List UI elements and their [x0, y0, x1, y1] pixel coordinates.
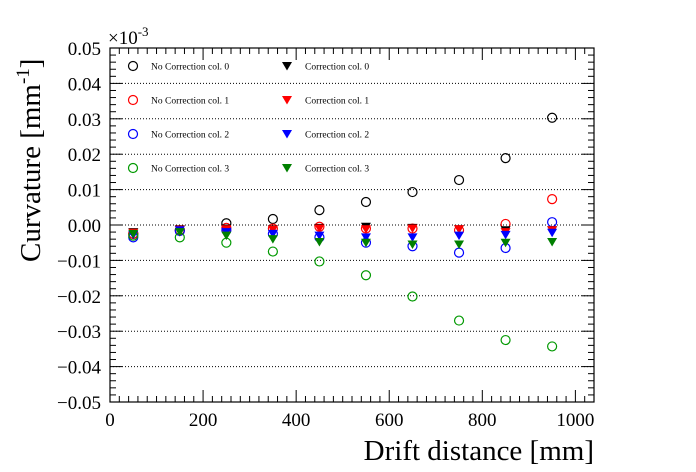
legend-marker-0: [127, 60, 139, 72]
axis-ticks: [109, 47, 595, 403]
series-0: [128, 112, 558, 239]
tick-labels: 0 200 400 600 800 1000 0.05 0.04 0.03 0.02 0.01 0.0…: [57, 39, 594, 431]
legend-marker-5: [282, 96, 292, 105]
plot-frame: [109, 47, 595, 403]
legend-item-6: Correction col. 2: [282, 130, 369, 141]
y-tick-label-3: 0.02: [68, 145, 101, 166]
point-s0-6: [407, 186, 418, 198]
point-s3-6: [407, 291, 418, 302]
x-tick-label-2: 400: [282, 410, 311, 431]
x-tick-label-1: 200: [189, 410, 218, 431]
legend-label-0: No Correction col. 0: [151, 63, 229, 73]
y-tick-label-5: 0.00: [68, 216, 101, 237]
x-axis-label: Drift distance [mm]: [364, 435, 594, 467]
legend-marker-6: [282, 130, 292, 139]
y-axis-exponent: ×10-3: [108, 24, 149, 49]
point-s3-7: [453, 315, 465, 326]
point-s6-8: [500, 230, 511, 240]
legend-marker-3: [127, 162, 139, 174]
point-s3-8: [500, 334, 511, 346]
legend-marker-2: [127, 128, 139, 140]
point-s7-6: [407, 240, 418, 249]
point-s6-9: [547, 228, 558, 238]
x-tick-label-4: 800: [468, 410, 497, 431]
point-s6-6: [407, 233, 418, 242]
y-tick-label-2: 0.03: [68, 110, 101, 131]
point-s1-9: [547, 194, 558, 205]
y-tick-label-9: −0.04: [57, 358, 101, 379]
legend-marker-7: [282, 164, 292, 173]
legend-item-2: No Correction col. 2: [127, 128, 229, 141]
legend-item-4: Correction col. 0: [282, 62, 369, 73]
point-s0-5: [360, 196, 372, 208]
point-s7-1: [174, 228, 185, 237]
legend: No Correction col. 0 No Correction col. 1…: [127, 60, 369, 175]
point-s6-5: [360, 233, 371, 242]
legend-item-3: No Correction col. 3: [127, 162, 229, 175]
legend-marker-1: [127, 94, 139, 106]
point-s0-4: [314, 205, 325, 216]
point-s6-3: [267, 229, 278, 239]
legend-label-1: No Correction col. 1: [151, 97, 229, 107]
legend-marker-4: [282, 62, 292, 71]
y-tick-label-4: 0.01: [68, 181, 101, 202]
legend-label-4: Correction col. 0: [305, 63, 369, 73]
point-s7-8: [500, 238, 511, 248]
y-tick-label-10: −0.05: [57, 393, 101, 414]
point-s5-6: [407, 224, 418, 234]
point-s0-9: [547, 112, 558, 123]
point-s7-0: [128, 229, 139, 239]
y-tick-label-6: −0.01: [57, 251, 101, 272]
series-3: [128, 230, 558, 352]
x-tick-label-5: 1000: [556, 410, 594, 431]
point-s3-4: [314, 256, 325, 267]
series-7: [128, 228, 558, 249]
point-s7-5: [360, 238, 371, 248]
legend-label-5: Correction col. 1: [305, 97, 369, 107]
point-s6-7: [454, 231, 465, 241]
legend-item-7: Correction col. 3: [282, 164, 369, 175]
legend-label-6: Correction col. 2: [305, 131, 369, 141]
y-tick-label-1: 0.04: [68, 74, 102, 95]
legend-label-2: No Correction col. 2: [151, 131, 229, 141]
point-s0-8: [500, 152, 511, 164]
legend-item-5: Correction col. 1: [282, 96, 369, 107]
y-axis-label: Curvature [mm-1]: [13, 59, 47, 262]
y-tick-label-0: 0.05: [68, 39, 101, 60]
legend-label-7: Correction col. 3: [305, 165, 369, 175]
legend-label-3: No Correction col. 3: [151, 165, 229, 175]
point-s3-3: [267, 246, 278, 257]
point-s7-2: [221, 231, 232, 241]
point-s0-7: [453, 174, 465, 186]
point-s6-4: [314, 231, 325, 241]
point-s7-4: [314, 237, 325, 247]
y-tick-label-8: −0.03: [57, 322, 101, 343]
point-s3-9: [547, 341, 558, 352]
x-tick-label-0: 0: [105, 410, 115, 431]
point-s5-7: [454, 225, 465, 234]
legend-item-1: No Correction col. 1: [127, 94, 229, 107]
point-s5-5: [360, 225, 371, 234]
point-s7-3: [267, 235, 278, 244]
data-points: [128, 112, 558, 352]
point-s7-7: [454, 240, 465, 249]
x-tick-label-3: 600: [375, 410, 404, 431]
y-tick-label-7: −0.02: [57, 287, 101, 308]
point-s3-5: [360, 270, 372, 281]
point-s7-9: [547, 237, 558, 247]
point-s5-4: [314, 224, 325, 234]
legend-item-0: No Correction col. 0: [127, 60, 229, 73]
